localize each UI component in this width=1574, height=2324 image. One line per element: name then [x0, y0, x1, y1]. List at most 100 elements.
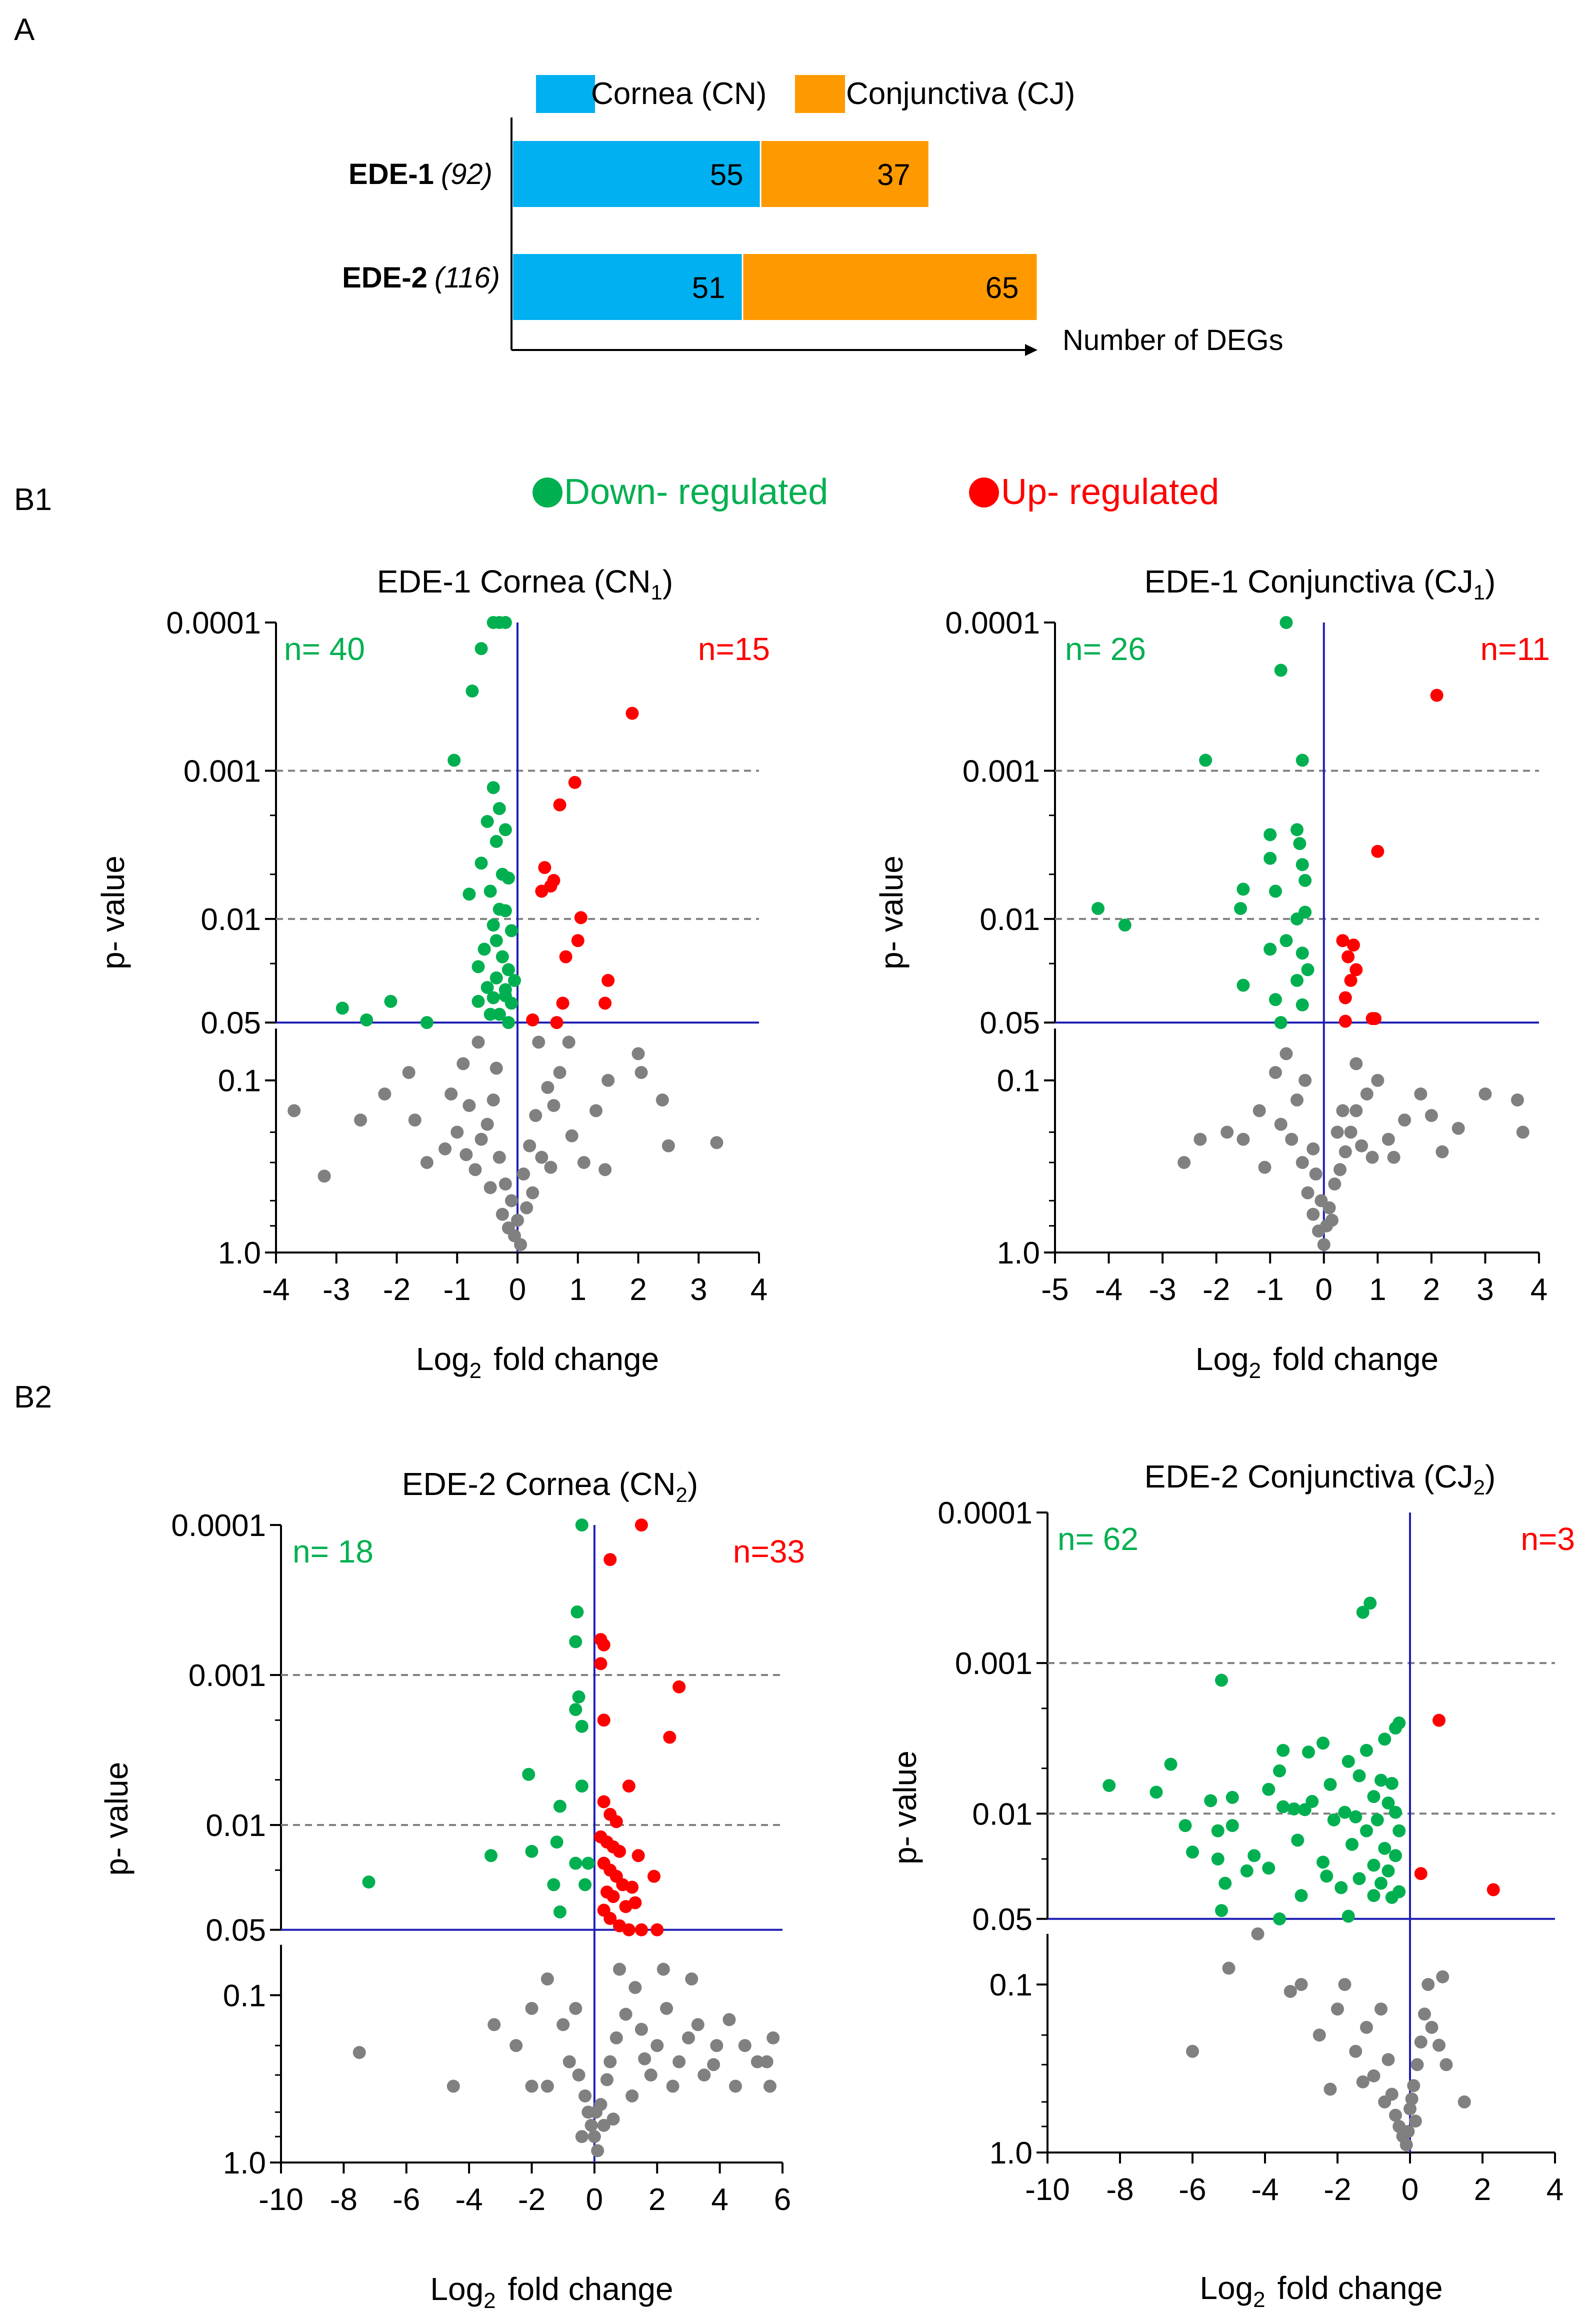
point-down [569, 1856, 582, 1870]
panel-label-b1: B1 [14, 482, 52, 517]
point-down [1291, 1834, 1304, 1847]
point-down [1342, 1754, 1355, 1768]
point-down [1268, 884, 1282, 898]
point-down [1274, 1016, 1288, 1030]
point-ns [535, 1150, 548, 1164]
point-ns [1410, 2058, 1424, 2072]
point-ns [760, 2055, 774, 2068]
point-ns [565, 1129, 578, 1142]
x-tick-label: -3 [1149, 1272, 1176, 1307]
point-down [1264, 828, 1277, 842]
point-up [1346, 938, 1360, 952]
point-ns [569, 2002, 582, 2015]
y-axis-label: p- value [887, 1750, 923, 1864]
point-ns [578, 2089, 592, 2102]
point-down [502, 872, 515, 885]
point-down [498, 904, 512, 918]
point-down [1385, 1776, 1398, 1790]
point-ns [1355, 1139, 1368, 1152]
point-ns [510, 2039, 523, 2052]
bar-ede1-cornea [513, 141, 760, 207]
point-down [486, 781, 500, 794]
point-down [1296, 998, 1309, 1012]
point-ns [1301, 1186, 1314, 1200]
point-ns [408, 1114, 422, 1127]
point-down [522, 1768, 536, 1781]
point-ns [1324, 2082, 1337, 2096]
point-up [598, 996, 612, 1010]
point-ns [1338, 1978, 1352, 1991]
point-down [1211, 1852, 1224, 1866]
x-tick-label: -5 [1041, 1272, 1068, 1307]
chart-title-end: ) [1485, 1458, 1496, 1494]
chart-title-main: EDE-1 Cornea (CN [377, 564, 651, 600]
point-ns [1194, 1132, 1207, 1146]
point-ns [644, 2068, 658, 2082]
point-down [498, 983, 512, 996]
point-up [663, 1730, 676, 1744]
point-ns [468, 1163, 482, 1176]
point-up [610, 1815, 623, 1828]
point-ns [1280, 1047, 1293, 1060]
point-ns [544, 1160, 558, 1174]
point-up [647, 1870, 660, 1883]
point-ns [523, 1139, 536, 1152]
point-ns [1306, 1208, 1320, 1221]
point-ns [1389, 2108, 1402, 2122]
point-down [1392, 1716, 1406, 1730]
point-up [597, 1638, 610, 1652]
x-tick-label: 0 [1316, 1272, 1332, 1307]
point-ns [1331, 2002, 1344, 2016]
point-down [1262, 1782, 1276, 1796]
point-ns [1458, 2095, 1471, 2108]
volcano-plot-cn1: 0.0001 0.001 0.01 0.05 0.1 1.0-4 -3 -2 -1 0 1 2 3 4 n=… [95, 564, 770, 1383]
x-tick-label: -3 [322, 1272, 350, 1307]
point-ns [1366, 1150, 1379, 1164]
point-down [1294, 1889, 1308, 1902]
y-tick-label: 1.0 [990, 2136, 1032, 2170]
x-tick-label: 6 [774, 2182, 791, 2217]
x-tick-label: 1 [1369, 1272, 1386, 1307]
point-down [420, 1016, 434, 1030]
point-down [472, 960, 485, 974]
point-down [525, 1844, 538, 1858]
point-down [569, 1635, 582, 1648]
point-up [626, 706, 639, 720]
point-down [1262, 1862, 1276, 1875]
x-tick-label: -2 [1202, 1272, 1230, 1307]
point-ns [1367, 2069, 1380, 2082]
x-tick-label: 2 [1423, 1272, 1440, 1307]
point-ns [662, 1139, 675, 1152]
point-ns [632, 1047, 645, 1060]
point-down [492, 802, 506, 816]
point-down [1360, 1824, 1373, 1838]
point-ns [1338, 1145, 1352, 1158]
point-down [1349, 1810, 1362, 1824]
x-tick-label: 4 [750, 1272, 768, 1307]
legend-marker-down [532, 478, 562, 508]
point-down [474, 856, 488, 870]
point-ns [575, 2130, 588, 2144]
y-axis-label: p- value [95, 856, 131, 970]
point-ns [1425, 2020, 1438, 2034]
n-up-label: n=11 [1480, 631, 1550, 667]
point-down [484, 884, 497, 898]
point-ns [562, 1036, 576, 1049]
point-ns [600, 2073, 614, 2086]
point-down [1298, 874, 1312, 887]
x-axis-label-main: Log [1200, 2270, 1253, 2306]
point-ns [1408, 2114, 1422, 2128]
point-down [1236, 978, 1250, 992]
point-down [1102, 1778, 1116, 1792]
chart-title: EDE-1 Cornea (CN1) [377, 564, 673, 604]
volcano-plot-cj1: 0.0001 0.001 0.01 0.05 0.1 1.0-5 -4 -3 -2 -1 0 1 2 3 4… [874, 564, 1550, 1383]
point-down [1248, 1849, 1261, 1862]
x-axis-label-subscript: 2 [470, 1358, 482, 1383]
point-down [1320, 1870, 1334, 1883]
point-down [1290, 974, 1304, 987]
point-ns [1306, 1142, 1320, 1156]
point-ns [1178, 1156, 1191, 1169]
x-tick-label: 3 [690, 1272, 707, 1307]
legend-label-conjunctiva: Conjunctiva (CJ) [846, 76, 1075, 111]
volcano-plot-cj2: 0.0001 0.001 0.01 0.05 0.1 1.0-10 -8 -6 -4 -2 0 2 4 n… [887, 1458, 1574, 2312]
